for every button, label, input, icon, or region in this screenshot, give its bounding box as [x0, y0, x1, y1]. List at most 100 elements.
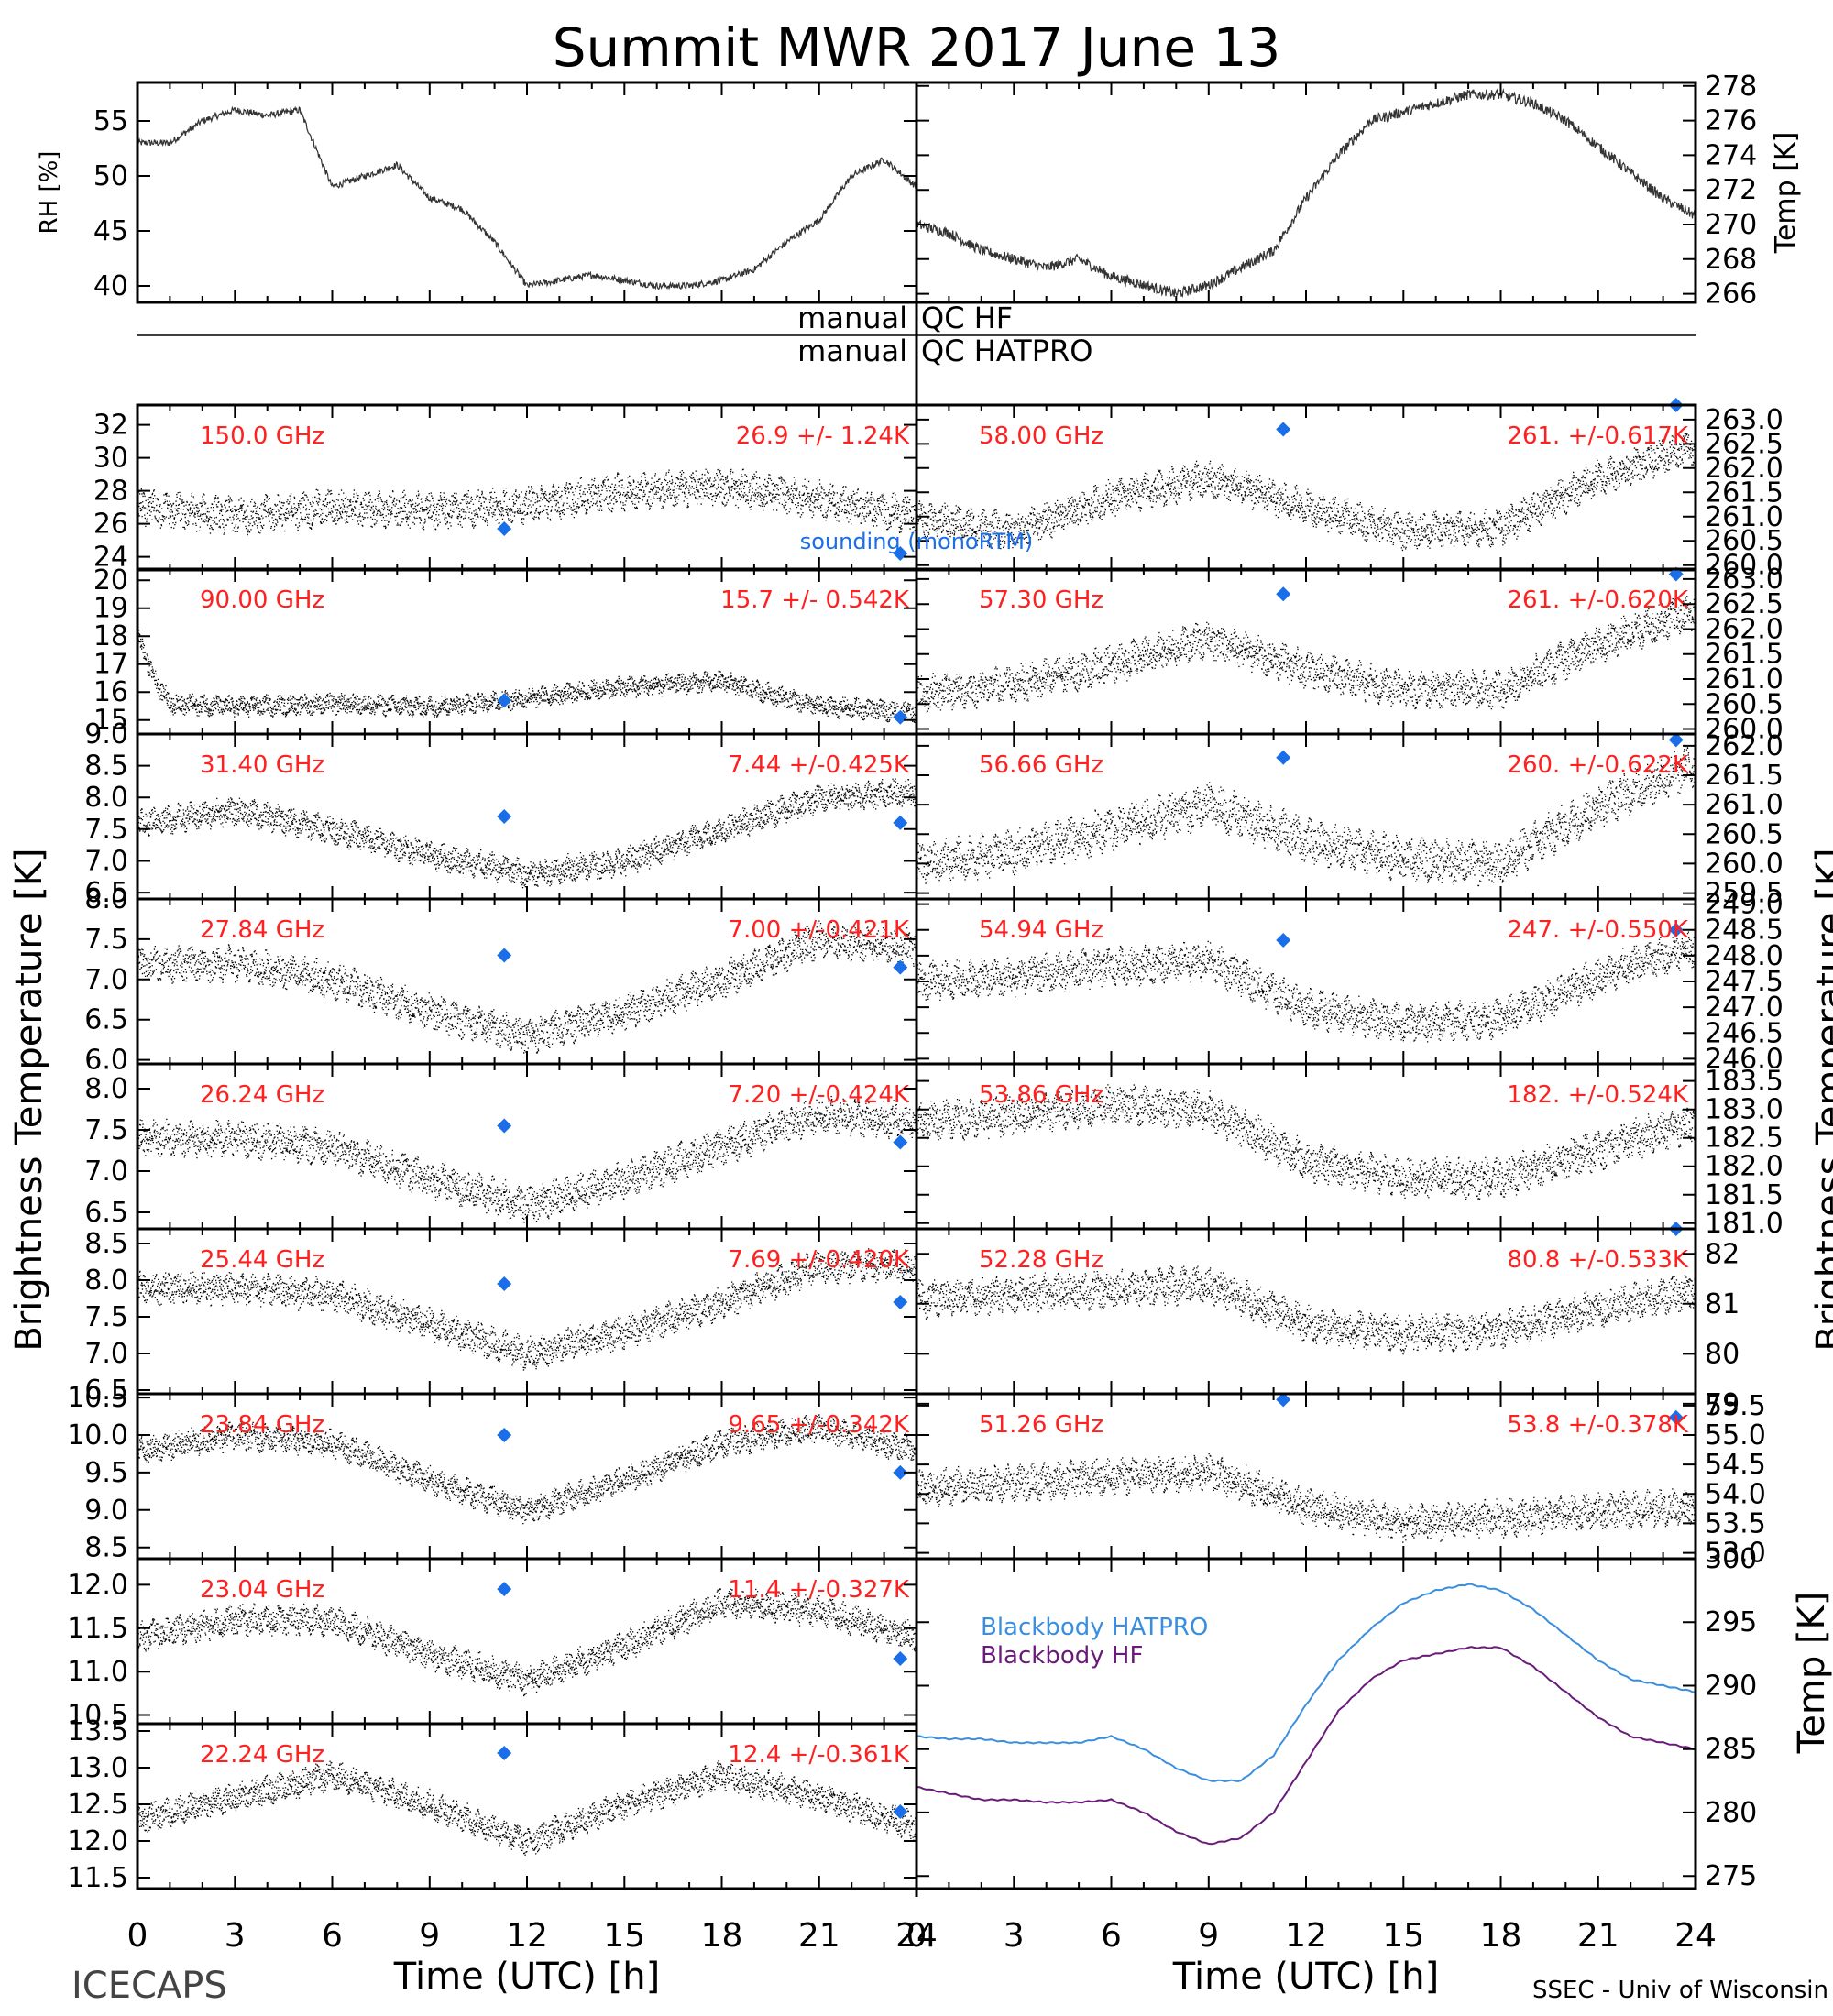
y-tick-label: 9.5 — [84, 1457, 128, 1489]
y-tick-label: 8.5 — [84, 1532, 128, 1564]
sounding-point — [497, 1428, 512, 1442]
panel-right-2: 57.30 GHz 261. +/-0.620K260.0260.5261.026… — [915, 564, 1784, 746]
sounding-point — [497, 1746, 512, 1760]
y-tick-label: 6.5 — [84, 1375, 128, 1407]
series-line — [916, 88, 1696, 298]
x-tick-label: 12 — [1285, 1917, 1327, 1955]
y-tick-label: 20 — [93, 564, 128, 597]
series-line — [137, 105, 916, 290]
y-tick-label: 8.5 — [84, 751, 128, 783]
y-tick-label: 6.5 — [84, 1004, 128, 1036]
qc-right-bottom: QC HATPRO — [921, 334, 1092, 368]
plot-area — [916, 88, 1696, 298]
sounding-point — [1276, 750, 1291, 765]
y-tick-label: 261.0 — [1705, 501, 1784, 533]
tick-marks — [916, 1394, 1696, 1559]
series-points — [137, 1414, 916, 1525]
y-tick-label: 16 — [93, 676, 128, 708]
series-points — [137, 1248, 916, 1371]
panel-frame — [136, 81, 918, 304]
y-tick-label: 261.5 — [1705, 760, 1784, 792]
stat-label: 11.4 +/-0.327K — [728, 1576, 910, 1604]
frequency-label: 90.00 GHz — [200, 586, 324, 614]
y-tick-label: 28 — [93, 476, 128, 508]
panel-frame — [915, 81, 1697, 304]
legend-hatpro: Blackbody HATPRO — [981, 1614, 1208, 1641]
frequency-label: 22.24 GHz — [200, 1741, 324, 1769]
y-tick-label: 275 — [1705, 1860, 1757, 1892]
footer-right: SSEC - Univ of Wisconsin — [1532, 1977, 1828, 2004]
y-tick-label: 248.5 — [1705, 915, 1784, 947]
series-points — [916, 929, 1696, 1043]
y-tick-label: 12.0 — [67, 1825, 128, 1857]
y-tick-label: 263.0 — [1705, 564, 1784, 596]
series-points — [916, 1453, 1696, 1543]
tick-marks — [916, 82, 1696, 302]
y-tick-label: 8.0 — [84, 782, 128, 814]
y-tick-label: 181.0 — [1705, 1208, 1784, 1240]
y-tick-label: 7.5 — [84, 924, 128, 956]
stat-label: 80.8 +/-0.533K — [1507, 1246, 1689, 1274]
plot-area — [137, 1760, 916, 1856]
series-points — [137, 1095, 916, 1223]
y-tick-label: 182.0 — [1705, 1151, 1784, 1183]
y-tick-label: 13.5 — [67, 1715, 128, 1748]
series-points — [137, 778, 916, 889]
plot-area — [137, 468, 916, 536]
stat-label: 260. +/-0.622K — [1507, 751, 1689, 779]
x-tick-label: 21 — [798, 1917, 840, 1955]
y-tick-label: 7.0 — [84, 964, 128, 996]
plot-area — [137, 630, 916, 723]
xlabel-left: Time (UTC) [h] — [393, 1956, 660, 1998]
sounding-point — [893, 1295, 908, 1309]
sounding-point — [893, 709, 908, 725]
tick-marks — [916, 734, 1696, 899]
y-tick-label: 12.5 — [67, 1789, 128, 1821]
y-tick-label: 295 — [1705, 1606, 1757, 1638]
series-line — [916, 1583, 1696, 1783]
plot-area — [916, 1453, 1696, 1543]
y-tick-label: 54.0 — [1705, 1478, 1766, 1510]
panel-right-4: 54.94 GHz 247. +/-0.550K246.0246.5247.024… — [915, 889, 1784, 1075]
y-tick-label: 278 — [1705, 71, 1757, 103]
frequency-label: 150.0 GHz — [200, 422, 324, 450]
frequency-label: 23.04 GHz — [200, 1576, 324, 1604]
y-tick-label: 247.5 — [1705, 966, 1784, 998]
y-tick-label: 8.0 — [84, 1265, 128, 1297]
y-tick-label: 266 — [1705, 279, 1757, 311]
tick-marks — [137, 1559, 917, 1724]
y-tick-label: 182.5 — [1705, 1123, 1784, 1155]
sounding-point — [497, 693, 512, 708]
stat-label: 261. +/-0.620K — [1507, 586, 1689, 614]
tick-marks — [137, 82, 917, 302]
y-tick-label: 261.5 — [1705, 639, 1784, 671]
frequency-label: 56.66 GHz — [979, 751, 1103, 779]
y-tick-label: 13.0 — [67, 1752, 128, 1784]
y-tick-label: 45 — [93, 215, 128, 247]
panel-left-7: 23.84 GHz 9.65 +/-0.342K 8.5 9.0 9.5 10.0 10.5 — [67, 1382, 918, 1564]
y-tick-label: 55.5 — [1705, 1390, 1766, 1422]
y-tick-label: 247.0 — [1705, 992, 1784, 1024]
x-tick-label: 0 — [906, 1917, 927, 1955]
tick-marks — [916, 1229, 1696, 1405]
y-tick-label: 24 — [93, 542, 128, 574]
panel-right-6: 52.28 GHz 80.8 +/-0.533K 79 80 81 82 — [915, 1222, 1740, 1420]
stat-label: 7.00 +/-0.421K — [728, 916, 910, 944]
sounding-point — [1276, 586, 1291, 602]
panel-right-5: 53.86 GHz 182. +/-0.524K181.0181.5182.018… — [915, 1062, 1784, 1240]
plot-area — [916, 1265, 1696, 1355]
y-tick-label: 6.5 — [84, 1197, 128, 1229]
legend: Blackbody HATPRO Blackbody HF — [981, 1614, 1208, 1670]
stat-label: 53.8 +/-0.378K — [1507, 1411, 1689, 1439]
footer-left: ICECAPS — [71, 1965, 227, 2007]
y-tick-label: 260.5 — [1705, 525, 1784, 557]
y-tick-label: 7.5 — [84, 1114, 128, 1146]
y-tick-label: 15 — [93, 705, 128, 737]
y-tick-label: 80 — [1705, 1338, 1740, 1370]
y-tick-label: 263.0 — [1705, 404, 1784, 436]
stat-label: 26.9 +/- 1.24K — [736, 422, 910, 450]
sounding-point — [1276, 422, 1291, 437]
